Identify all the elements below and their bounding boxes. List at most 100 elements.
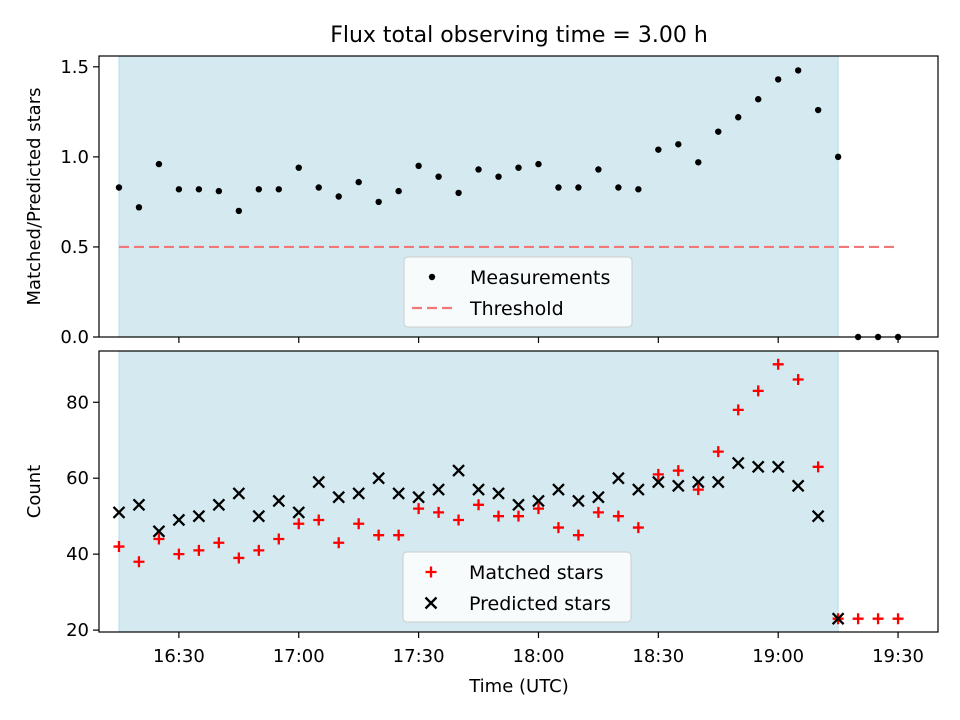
data-point xyxy=(333,537,345,549)
data-point xyxy=(275,186,282,193)
legend-box xyxy=(403,256,633,328)
data-point xyxy=(872,613,884,625)
x-tick-label: 19:00 xyxy=(752,646,804,667)
data-point xyxy=(193,544,205,556)
data-point xyxy=(213,537,225,549)
data-point xyxy=(312,475,326,489)
legend-label: Matched stars xyxy=(469,562,603,584)
data-point xyxy=(292,506,306,519)
data-point xyxy=(692,484,704,496)
data-point xyxy=(632,483,645,496)
data-point xyxy=(532,503,544,515)
x-tick-label: 18:30 xyxy=(632,646,684,667)
data-point xyxy=(232,487,246,500)
data-point xyxy=(455,189,462,197)
data-point xyxy=(513,510,524,522)
data-point xyxy=(892,613,904,625)
data-point xyxy=(794,67,802,74)
data-point xyxy=(814,106,822,114)
data-point xyxy=(175,186,183,193)
data-point xyxy=(495,173,502,180)
data-point xyxy=(592,506,604,518)
data-point xyxy=(272,494,286,508)
data-point xyxy=(711,475,725,489)
series-matched-stars xyxy=(113,358,904,625)
data-point xyxy=(652,468,664,480)
data-point xyxy=(293,518,305,530)
x-tick-label: 19:30 xyxy=(872,646,924,667)
x-axis-title: Time (UTC) xyxy=(468,676,569,697)
y-axis-title: Matched/Predicted stars xyxy=(24,88,45,306)
data-point xyxy=(152,525,166,538)
data-point xyxy=(192,509,206,523)
data-point xyxy=(392,487,405,500)
panel-2: 20 40 60 80 16:30 17:00 17:30 18:00 18:30 19:00 19… xyxy=(24,350,939,667)
data-point xyxy=(475,166,482,173)
legend-marker xyxy=(424,596,438,610)
y-axis-title: Count xyxy=(24,465,45,518)
legend: Matched stars Predicted stars xyxy=(402,551,632,623)
data-point xyxy=(132,498,146,512)
data-point xyxy=(252,509,266,523)
data-point xyxy=(435,173,442,180)
data-point xyxy=(332,490,346,504)
data-point xyxy=(492,487,505,500)
data-point xyxy=(831,612,845,626)
data-point xyxy=(415,162,422,170)
data-point xyxy=(512,498,525,512)
data-point xyxy=(834,153,842,161)
data-point xyxy=(373,529,385,541)
legend-box xyxy=(402,551,632,623)
data-point xyxy=(595,166,602,173)
data-point xyxy=(173,548,185,560)
data-point xyxy=(153,533,165,545)
data-point xyxy=(355,178,362,186)
y-tick-label: 60 xyxy=(66,468,89,489)
data-point xyxy=(195,186,203,193)
data-point xyxy=(372,471,385,485)
data-point xyxy=(233,552,245,564)
data-point xyxy=(493,510,505,522)
data-point xyxy=(472,483,485,496)
data-point xyxy=(791,479,805,493)
data-point xyxy=(655,146,662,153)
data-point xyxy=(353,518,365,530)
data-point xyxy=(572,529,584,541)
y-tick-label: 0.0 xyxy=(60,327,89,348)
data-point xyxy=(453,514,465,526)
data-point xyxy=(215,187,223,195)
legend-marker xyxy=(425,566,437,578)
data-point xyxy=(113,541,125,553)
data-point xyxy=(575,184,582,191)
data-point xyxy=(473,499,485,511)
data-point xyxy=(615,184,622,191)
data-point xyxy=(792,373,804,385)
data-point xyxy=(413,503,425,515)
data-point xyxy=(632,522,644,534)
data-point xyxy=(255,186,263,193)
data-point xyxy=(133,556,145,568)
data-point xyxy=(652,475,665,489)
data-point xyxy=(115,184,123,191)
data-point xyxy=(395,187,402,195)
data-point xyxy=(555,184,562,191)
data-point xyxy=(751,460,765,474)
data-point xyxy=(172,513,186,527)
data-point xyxy=(592,490,605,504)
data-point xyxy=(452,464,465,477)
legend-label: Measurements xyxy=(470,267,610,289)
data-point xyxy=(735,114,742,121)
data-point xyxy=(752,385,764,397)
x-tick-label: 17:30 xyxy=(393,646,445,667)
data-point xyxy=(412,490,425,504)
series-measurements xyxy=(115,67,902,341)
series-predicted-stars xyxy=(112,456,845,626)
data-point xyxy=(675,141,682,148)
data-point xyxy=(432,483,445,496)
data-point xyxy=(812,461,824,473)
data-point xyxy=(811,509,825,523)
data-point xyxy=(532,494,545,508)
data-point xyxy=(515,164,522,171)
data-point xyxy=(112,506,126,519)
